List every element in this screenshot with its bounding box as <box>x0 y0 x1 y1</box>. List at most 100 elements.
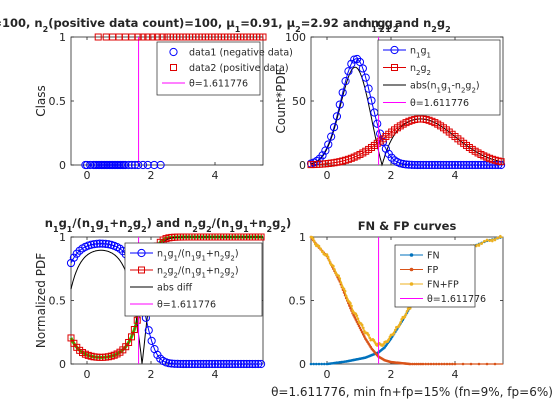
legend-label-part: 2 <box>220 255 224 263</box>
legend-label: FN <box>427 251 440 262</box>
series-point <box>451 362 454 366</box>
title-part: 2 <box>43 25 49 34</box>
series-point <box>315 362 318 366</box>
ratio1-marker <box>144 326 153 335</box>
series-point <box>477 244 481 247</box>
n1g1-marker <box>468 160 477 170</box>
ratio1-marker <box>184 359 194 369</box>
series-point <box>342 287 346 291</box>
legend-label: θ=1.611776 <box>189 79 248 90</box>
title-part: n <box>363 16 371 30</box>
legend-label: n1g1 <box>410 46 431 60</box>
series-point <box>332 264 335 268</box>
legend-label-part: 1 <box>416 52 420 60</box>
ratio1-marker <box>92 239 102 248</box>
series-point <box>353 316 357 319</box>
n1g1-marker <box>436 160 445 170</box>
n1g1-marker <box>416 160 425 170</box>
series-point <box>493 362 497 366</box>
series-point <box>411 362 414 366</box>
title-part: (positive data count)=100, <box>48 16 226 30</box>
series-point <box>435 362 438 366</box>
legend-marker-circle <box>390 45 399 55</box>
x-tick-label: 2 <box>388 169 395 182</box>
legend-label-part: n <box>157 249 163 260</box>
series-point <box>404 313 408 316</box>
series-point <box>403 315 407 319</box>
ratio1-marker <box>222 359 231 369</box>
legend-label-part: 2 <box>471 87 475 95</box>
legend-label-part: 1 <box>447 87 451 95</box>
series-point <box>355 314 359 317</box>
ratio1-marker <box>164 359 174 368</box>
plot-title-1: e data count)=100, n2(positive data coun… <box>0 16 398 34</box>
title-part: 2 <box>141 225 147 234</box>
series-point <box>360 323 364 327</box>
series-point <box>475 244 478 248</box>
ratio1-marker <box>176 359 185 369</box>
legend-label-part: g <box>441 81 447 92</box>
title-part: 1 <box>104 225 110 234</box>
title-part: g <box>377 16 385 30</box>
series-point <box>437 362 441 366</box>
series-point <box>312 239 316 243</box>
ratio1-marker <box>213 359 222 369</box>
series-point <box>359 328 363 332</box>
series-point <box>453 362 457 366</box>
legend-label-part: 2 <box>427 69 431 77</box>
plot-axes-2: 0 2 4050100Count*PDFn1g1n2g2abs(n1g1-n2g2)… <box>274 31 506 182</box>
legend-box <box>377 39 501 116</box>
y-axis-label: Class <box>34 85 48 117</box>
data2-point <box>144 33 152 41</box>
legend-marker-square <box>170 64 177 71</box>
x-tick-label: 0 <box>324 368 331 381</box>
n1g1-marker <box>471 160 480 170</box>
series-point <box>363 335 366 338</box>
series-point <box>469 362 473 366</box>
title-part: 2 <box>192 225 198 234</box>
ratio1-marker <box>87 240 96 249</box>
series-point <box>408 307 412 310</box>
series-point <box>493 238 497 242</box>
series-point <box>311 237 315 240</box>
x-tick-label: 4 <box>212 169 219 182</box>
ratio1-marker <box>95 239 104 248</box>
n1g1-marker <box>332 112 342 121</box>
legend-label-part: g <box>195 266 201 277</box>
series-point <box>354 318 358 321</box>
y-tick-label: 0 <box>59 358 66 371</box>
title-part: n <box>45 216 53 230</box>
data1-point <box>130 160 140 170</box>
ratio1-marker <box>199 359 208 369</box>
legend-marker-square <box>391 64 398 71</box>
data1-point <box>138 160 148 170</box>
title-part: 1 <box>243 225 249 234</box>
series-point <box>350 304 353 308</box>
legend-marker-square <box>138 266 145 274</box>
plot-title-3: n1g1/(n1g1+n2g2) and n2g2/(n1g1+n2g2) <box>45 216 291 234</box>
title-part: 1 <box>90 225 96 234</box>
ratio1-marker <box>239 359 248 369</box>
title-part: ) <box>286 216 291 230</box>
ratio1-marker <box>202 359 211 369</box>
series-point <box>334 271 337 274</box>
data2-point <box>139 33 147 41</box>
data1-point <box>150 160 159 170</box>
legend-label-part: 1 <box>201 272 205 280</box>
n1g1-marker <box>324 140 333 149</box>
title-part: 1 <box>372 25 378 34</box>
ratio1-marker <box>182 359 191 369</box>
ratio1-marker <box>205 359 214 369</box>
series-point <box>337 274 341 278</box>
n1g1-marker <box>341 77 350 86</box>
ratio1-marker <box>219 359 228 369</box>
x-tick-label: 4 <box>212 368 219 381</box>
legend-label-part: +n <box>206 249 220 260</box>
series-point <box>417 362 421 366</box>
series-point <box>357 324 361 328</box>
data1-point <box>127 160 136 170</box>
n1g1-marker <box>344 67 353 76</box>
series-point <box>312 362 315 366</box>
legend-label-part: g <box>195 249 201 260</box>
